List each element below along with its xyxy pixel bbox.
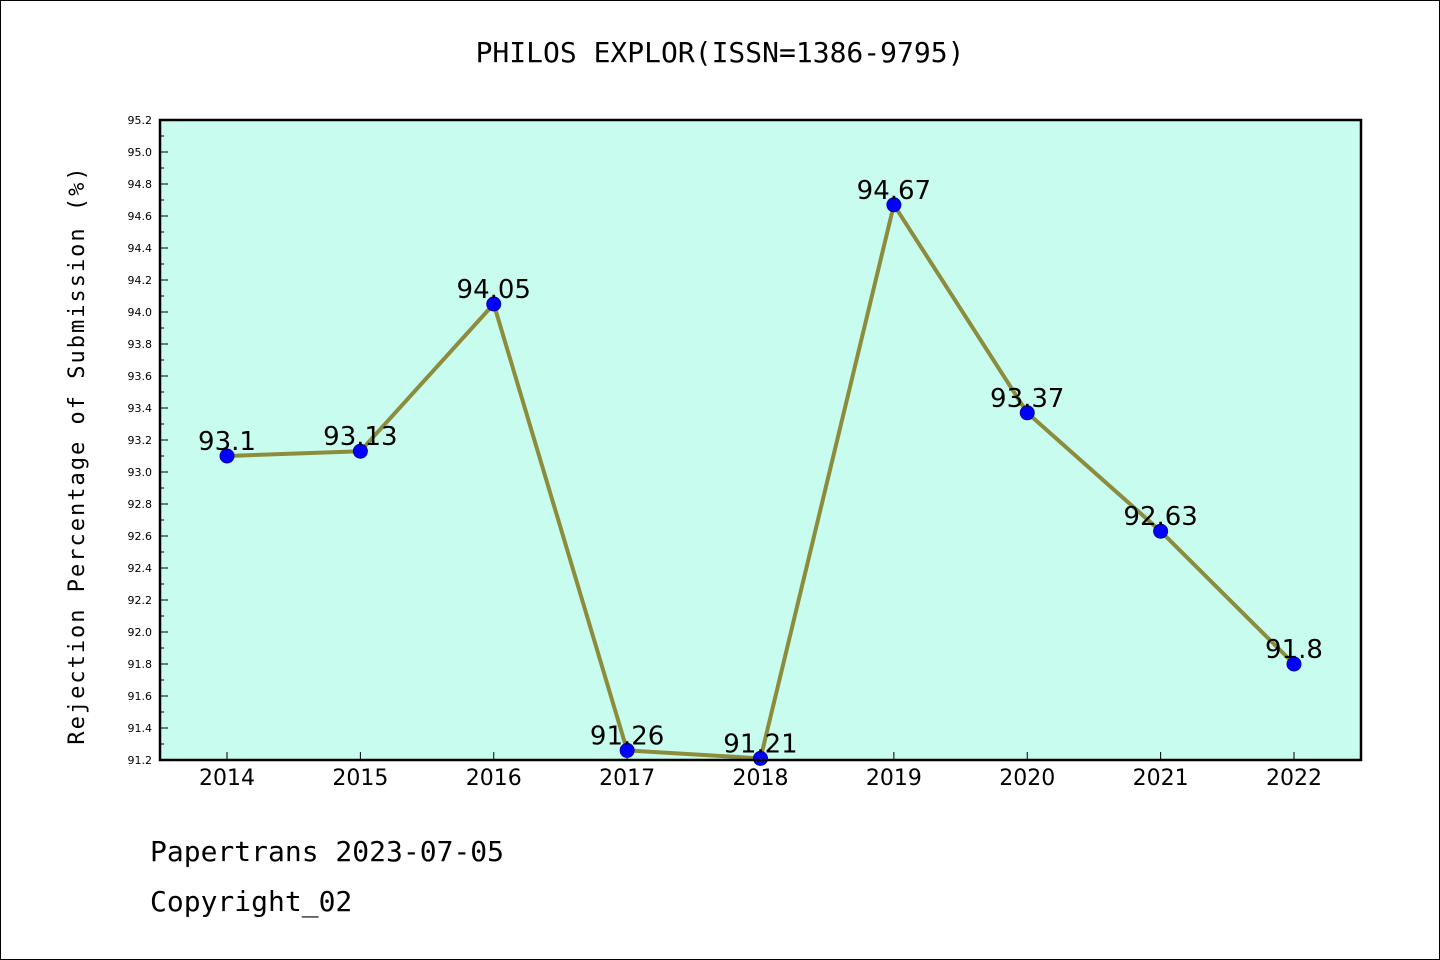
y-tick-label: 94.8 <box>128 178 153 191</box>
x-tick-label: 2022 <box>1266 766 1322 791</box>
data-label: 94.67 <box>857 176 931 206</box>
data-point-group <box>219 197 1302 766</box>
y-tick-label: 91.4 <box>128 722 153 735</box>
y-tick-label: 94.4 <box>128 242 153 255</box>
y-tick-label: 94.2 <box>128 274 153 287</box>
data-label: 93.13 <box>323 422 397 452</box>
y-axis-ticks: 91.2 91.4 91.6 91.8 92.0 92.2 92.4 92.6 92.8 93.0… <box>128 114 168 767</box>
y-axis-label: Rejection Percentage of Submission (%) <box>65 165 90 744</box>
data-point <box>1153 523 1169 539</box>
plot-border <box>158 118 1363 762</box>
data-point <box>1286 656 1302 672</box>
data-point <box>352 443 368 459</box>
y-tick-label: 94.6 <box>128 210 153 223</box>
x-tick-label: 2019 <box>866 766 922 791</box>
y-tick-label: 91.6 <box>128 690 153 703</box>
data-label: 91.26 <box>590 721 664 751</box>
y-tick-label: 92.6 <box>128 530 153 543</box>
y-tick-label: 93.0 <box>128 466 153 479</box>
y-tick-label: 93.2 <box>128 434 153 447</box>
x-tick-label: 2016 <box>466 766 522 791</box>
x-tick-label: 2021 <box>1133 766 1189 791</box>
data-point <box>886 197 902 213</box>
data-point <box>1019 405 1035 421</box>
y-tick-label: 93.4 <box>128 402 153 415</box>
y-tick-label: 92.2 <box>128 594 153 607</box>
chart-title: PHILOS EXPLOR(ISSN=1386-9795) <box>475 36 965 69</box>
data-label: 91.21 <box>723 729 797 759</box>
data-point <box>619 742 635 758</box>
data-label: 94.05 <box>457 275 531 305</box>
y-tick-label: 95.0 <box>128 146 153 159</box>
data-point <box>753 750 768 766</box>
y-tick-label: 92.0 <box>128 626 153 639</box>
data-label-group: 93.1 93.13 94.05 91.26 91.21 94.67 93.37 92.63 9… <box>198 176 1323 760</box>
data-label: 91.8 <box>1265 635 1323 665</box>
x-tick-label: 2020 <box>999 766 1055 791</box>
y-tick-label: 93.8 <box>128 338 153 351</box>
x-tick-label: 2014 <box>199 766 255 791</box>
y-tick-label: 94.0 <box>128 306 153 319</box>
x-tick-label: 2018 <box>733 766 789 791</box>
footer-copyright: Copyright_02 <box>150 885 353 918</box>
plot-area <box>160 120 1361 760</box>
data-point <box>219 448 235 464</box>
x-tick-label: 2017 <box>599 766 655 791</box>
y-tick-label: 93.6 <box>128 370 153 383</box>
data-label: 93.37 <box>990 384 1064 414</box>
x-tick-label: 2015 <box>332 766 388 791</box>
y-tick-label: 92.8 <box>128 498 153 511</box>
footer-date: Papertrans 2023-07-05 <box>150 835 505 868</box>
data-label: 92.63 <box>1123 502 1197 532</box>
x-axis-ticks: 2014 2015 2016 2017 2018 2019 2020 2021 2022 <box>199 752 1322 791</box>
data-label: 93.1 <box>198 427 256 457</box>
y-tick-label: 92.4 <box>128 562 153 575</box>
data-point <box>486 296 502 312</box>
y-tick-label: 91.2 <box>128 754 153 767</box>
y-tick-label: 95.2 <box>128 114 153 127</box>
y-tick-label: 91.8 <box>128 658 153 671</box>
